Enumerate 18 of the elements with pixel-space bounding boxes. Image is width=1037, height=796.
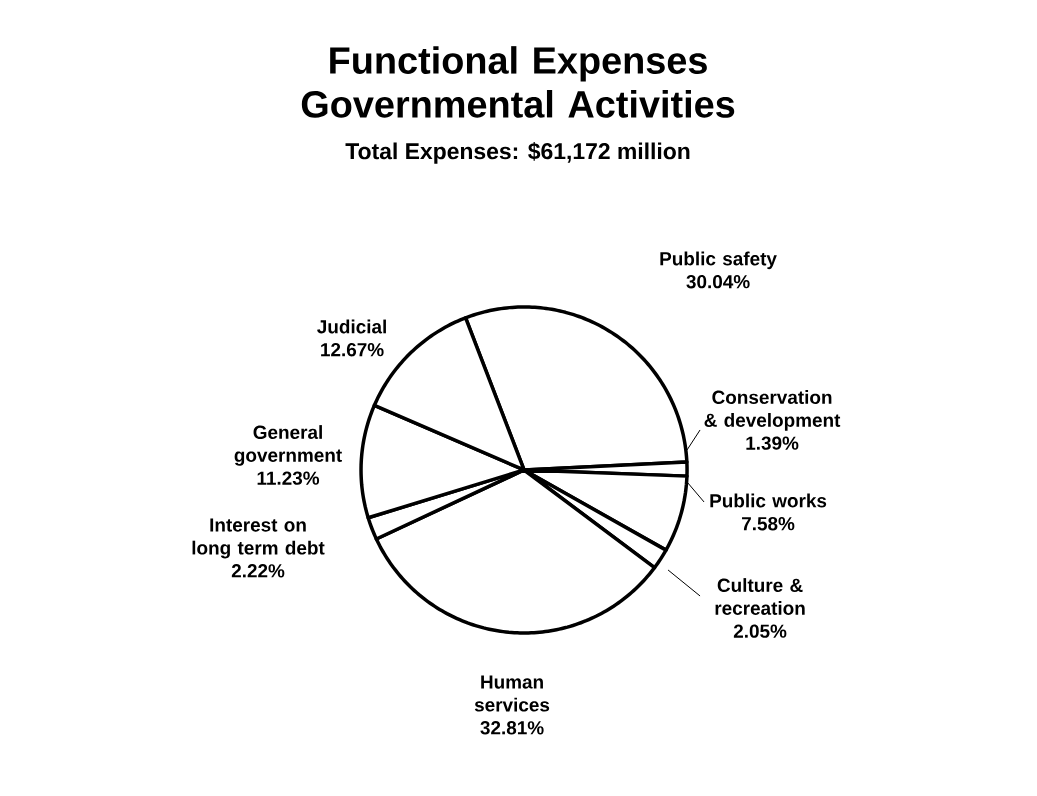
slice-label: Public works [710,493,827,508]
data-label: 1.39% [746,436,799,450]
data-label: 32.81% [480,721,544,735]
data-label: 2.22% [231,564,285,578]
chart-title: Functional Expenses Governmental Activities [301,46,735,118]
data-label: 11.23% [257,471,320,485]
slice-label: Judicial [317,319,386,334]
chart-subtitle: Total Expenses: $61,172 million [345,142,690,164]
data-label: 30.04% [686,274,750,289]
slice-label: Conservation & development [704,390,841,431]
slice-label: Culture & recreation [715,578,805,615]
slice-label: General government [234,425,342,466]
slice-label: Interest on long term debt [192,518,325,559]
slice-label: Public safety [660,251,777,270]
data-label: 7.58% [742,516,795,531]
slice-label: Human services [474,675,550,712]
data-label: 12.67% [321,342,384,357]
data-label: 2.05% [733,624,787,638]
